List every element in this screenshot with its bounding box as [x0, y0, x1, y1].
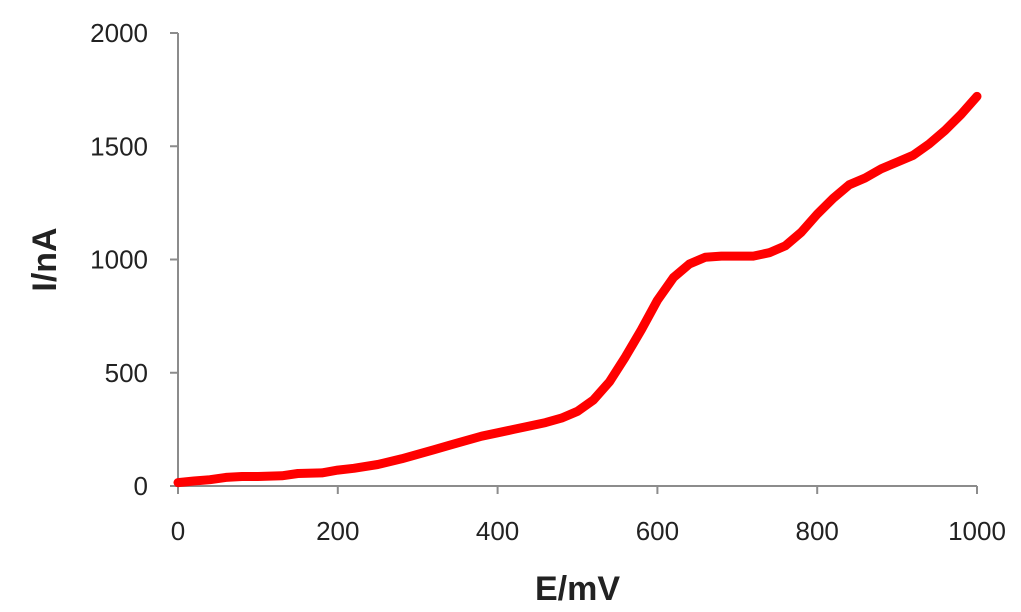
- y-axis-title: I/nA: [26, 227, 64, 291]
- y-tick-label: 0: [134, 471, 148, 501]
- x-tick-label: 800: [796, 516, 839, 546]
- ticks: [170, 32, 978, 494]
- x-tick-label: 1000: [948, 516, 1006, 546]
- x-tick-label: 600: [636, 516, 679, 546]
- x-axis-title: E/mV: [535, 570, 620, 608]
- series-group: [173, 91, 982, 488]
- axes: [177, 33, 977, 487]
- x-tick-label: 400: [476, 516, 519, 546]
- y-tick-label: 1500: [90, 131, 148, 161]
- tick-labels: 0 200 400 600 800 1000 0 500 1000 1500 2000: [90, 18, 1006, 546]
- y-tick-label: 500: [105, 358, 148, 388]
- y-tick-label: 2000: [90, 18, 148, 48]
- x-tick-label: 0: [171, 516, 185, 546]
- x-tick-label: 200: [316, 516, 359, 546]
- y-tick-label: 1000: [90, 245, 148, 275]
- series-line-1: [173, 91, 982, 488]
